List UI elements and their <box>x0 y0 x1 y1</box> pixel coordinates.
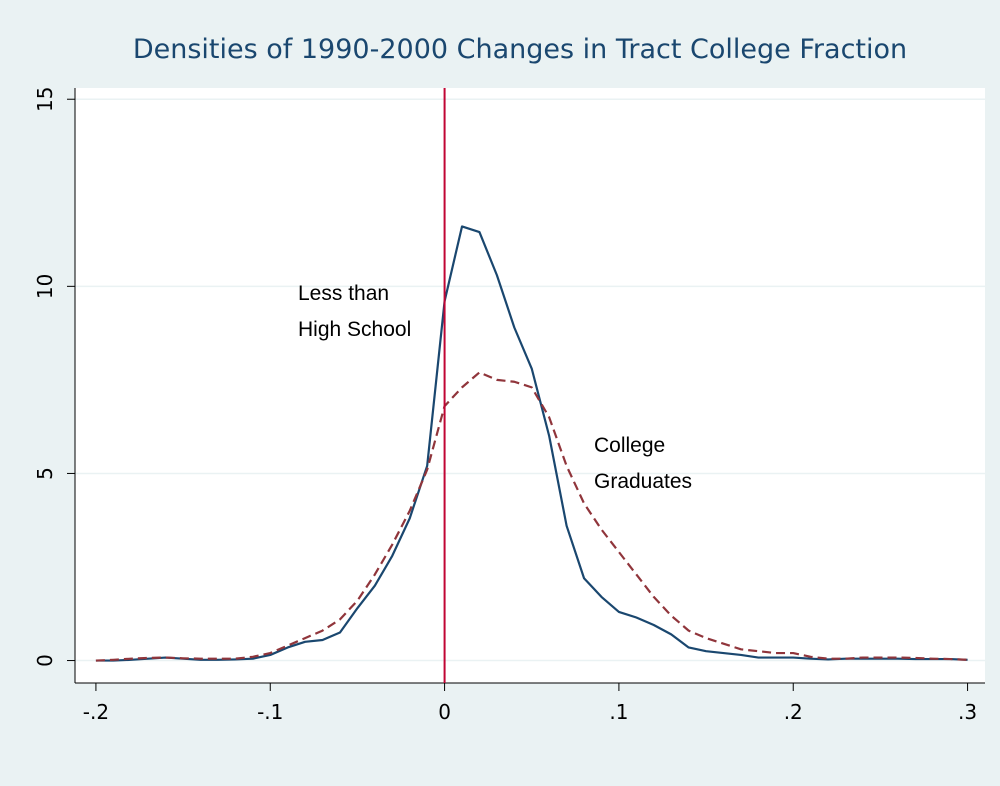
density-line <box>95 371 968 662</box>
density-line <box>95 225 968 662</box>
x-tick-label: 0 <box>438 700 451 724</box>
y-tick-label: 10 <box>33 274 57 299</box>
annotation: High School <box>298 318 411 341</box>
x-tick-label: -.1 <box>257 700 283 724</box>
annotation: College <box>594 434 665 457</box>
y-tick-label: 5 <box>33 467 57 480</box>
y-tick-label: 15 <box>33 86 57 111</box>
annotation: Graduates <box>594 470 692 493</box>
x-tick-label: -.2 <box>83 700 109 724</box>
chart-title: Densities of 1990-2000 Changes in Tract … <box>133 34 907 65</box>
x-tick-label: .2 <box>784 700 803 724</box>
plot-area <box>75 88 985 683</box>
annotation: Less than <box>298 282 389 305</box>
x-tick-label: .3 <box>958 700 977 724</box>
x-tick-label: .1 <box>609 700 628 724</box>
y-tick-label: 0 <box>33 654 57 667</box>
